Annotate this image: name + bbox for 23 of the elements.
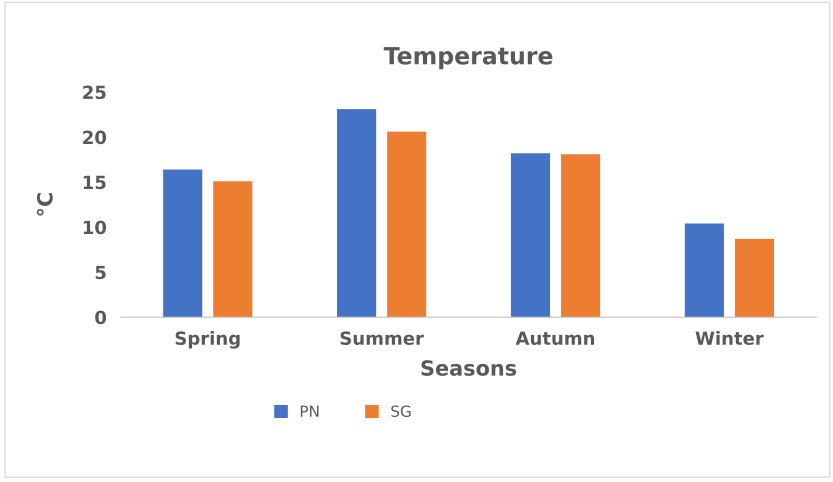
bar [387,132,426,318]
x-tick-label: Autumn [516,332,594,346]
x-tick-label: Summer [340,331,424,346]
legend-label: SG [391,405,411,418]
y-tick-label: 25 [83,86,106,100]
bar [510,153,550,318]
bar [684,224,724,318]
y-axis-title: °C [36,193,53,216]
bar [560,154,600,318]
bar [163,169,202,318]
legend-label: PN [300,406,318,417]
x-tick-label: Spring [176,331,240,349]
bar [337,109,376,318]
y-tick-label: 5 [96,266,106,280]
x-axis-title: Seasons [421,360,516,376]
y-tick-label: 15 [84,176,106,190]
bar [213,181,252,318]
y-tick-label: 10 [84,220,106,234]
chart-title: Temperature [384,47,552,70]
x-tick-label: Winter [696,331,764,346]
y-tick-label: 20 [83,130,106,144]
bar [734,238,774,318]
y-tick-label: 0 [95,310,106,324]
